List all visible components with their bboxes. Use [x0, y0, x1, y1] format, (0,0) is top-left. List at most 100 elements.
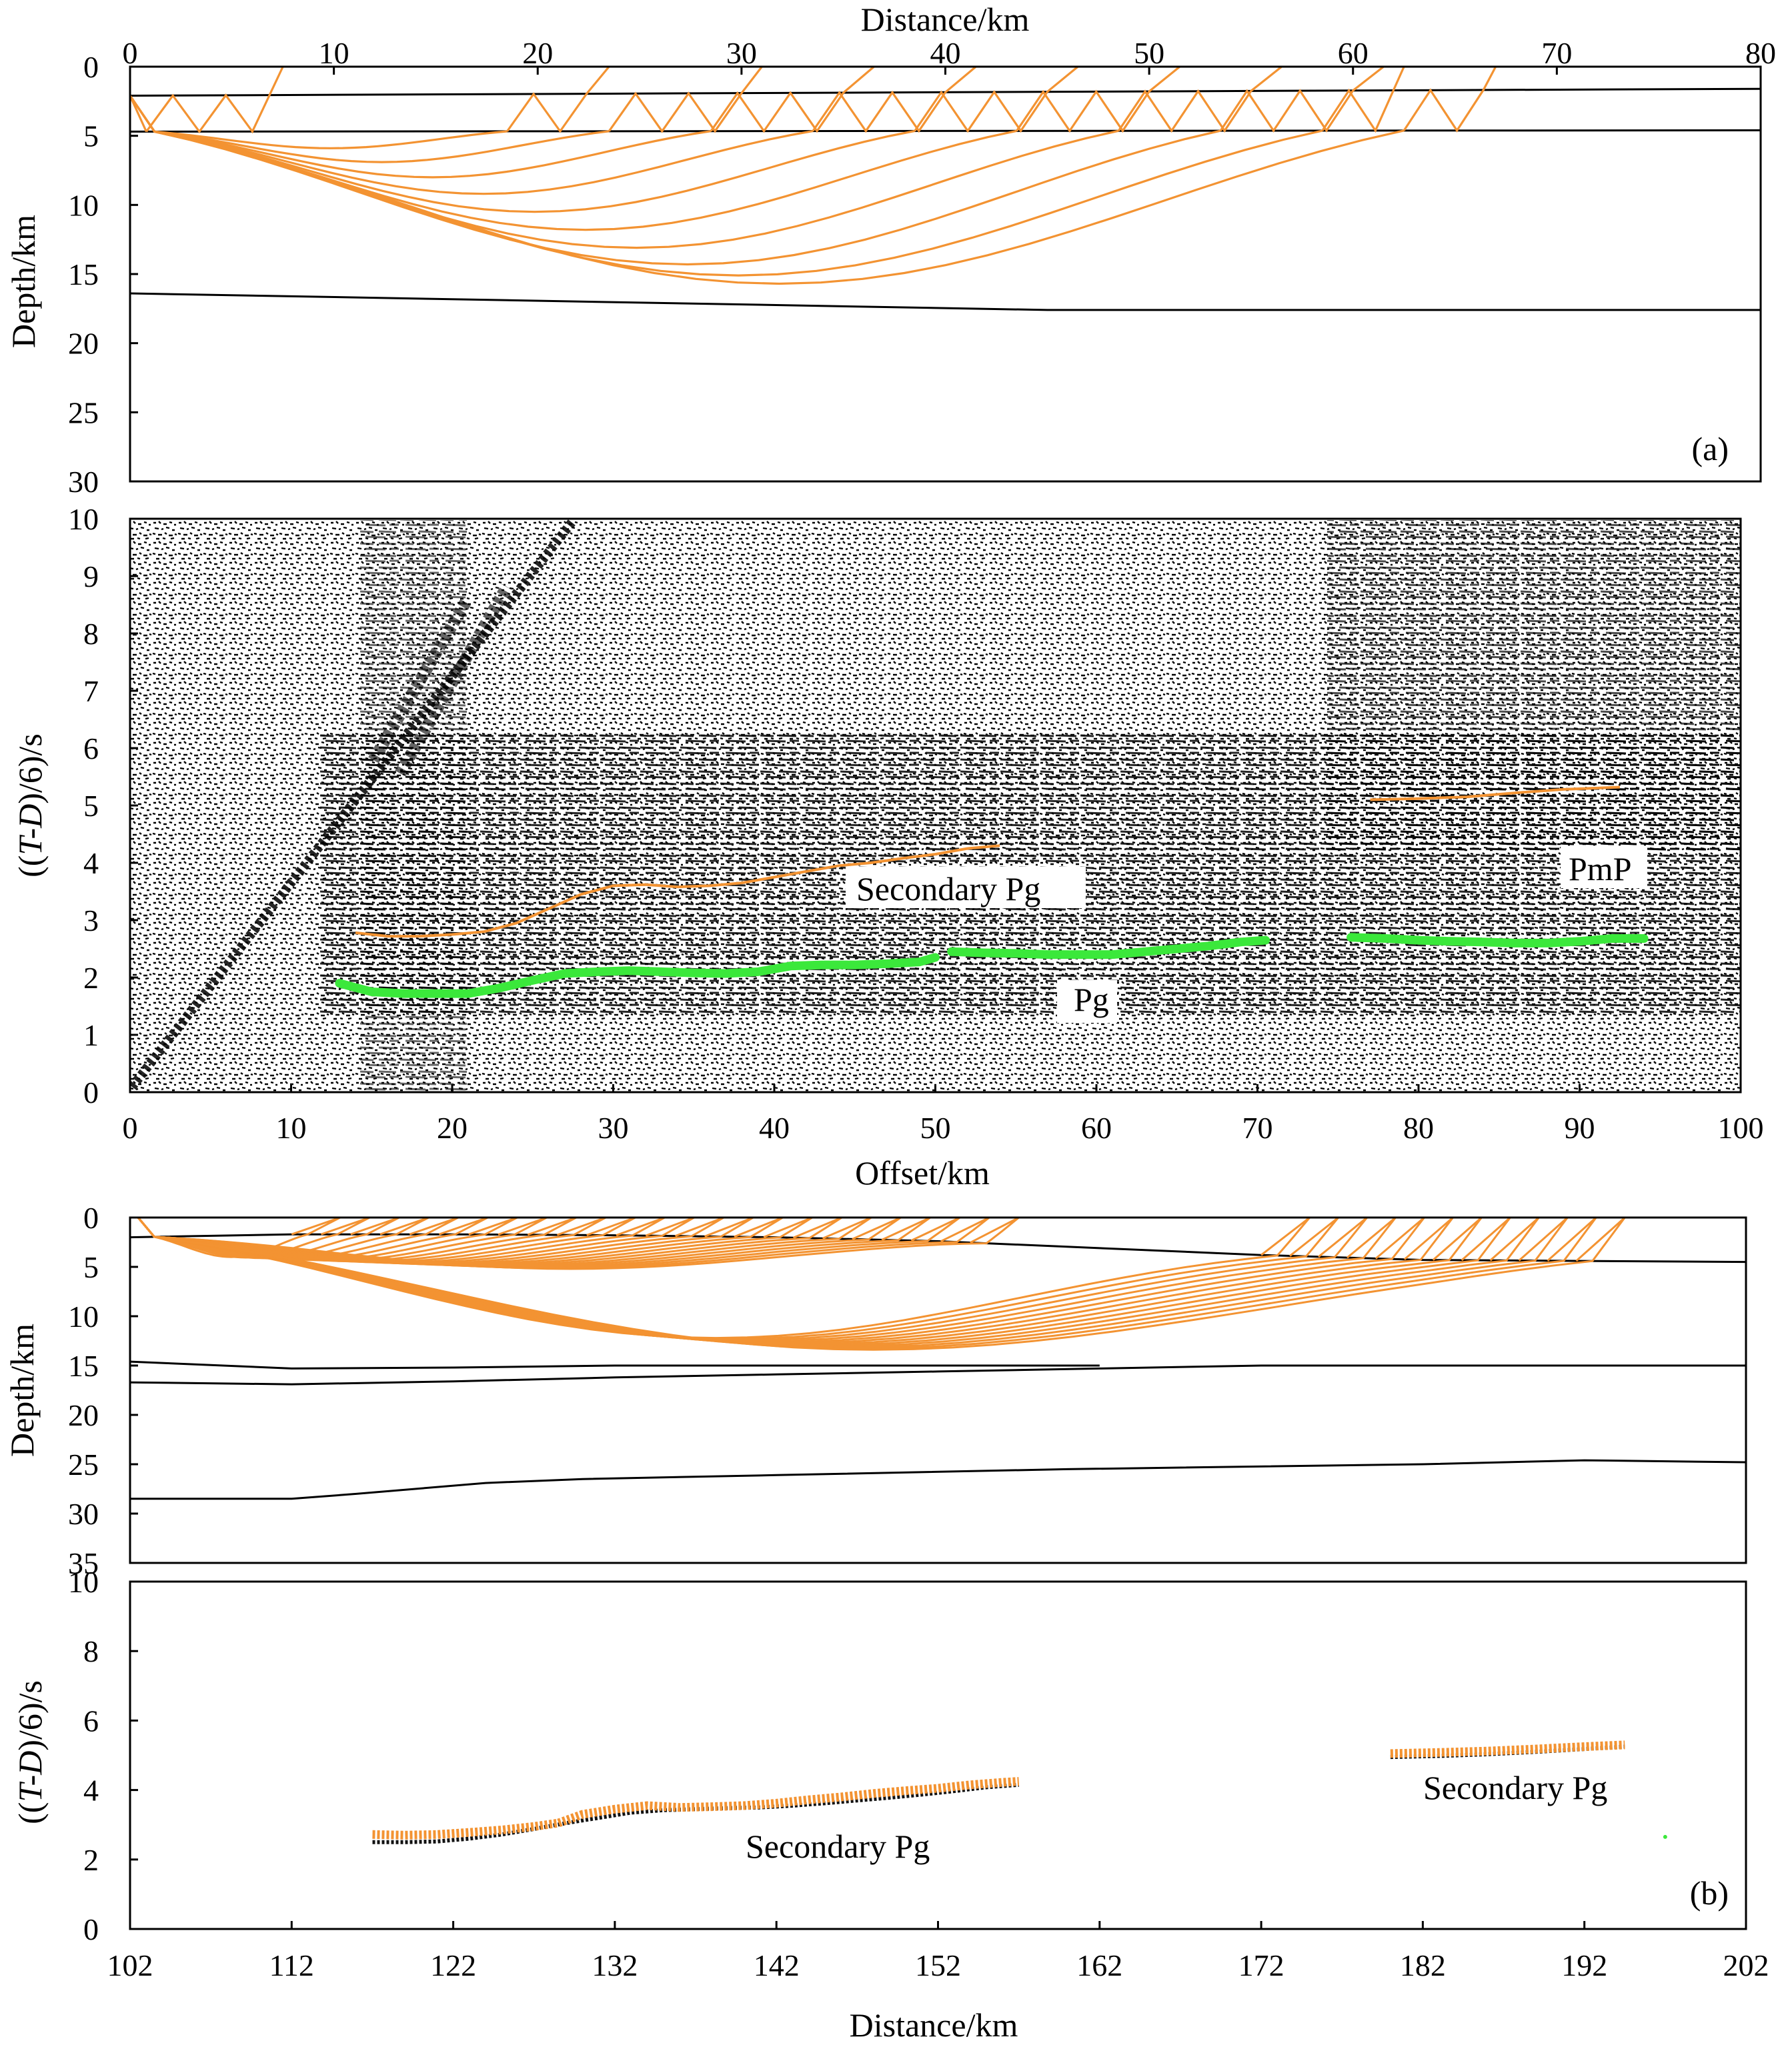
x-tick-label: 80: [1745, 36, 1776, 70]
layer-boundary: [129, 1360, 1100, 1370]
y-tick-label: 5: [83, 119, 99, 153]
x-tick-label: 40: [759, 1111, 790, 1145]
x-tick-label: 20: [522, 36, 553, 70]
multiple-ray: [1117, 65, 1282, 133]
b-time-x-axis-title: Distance/km: [850, 2006, 1018, 2044]
x-tick-label: 70: [1541, 36, 1572, 70]
b-model-y-ticks: 0 5 10 15 20 25 30 35: [68, 1201, 138, 1580]
y-tick-label: 0: [83, 1076, 99, 1110]
b-model-plot-frame: [129, 1216, 1747, 1564]
y-tick-label: 30: [68, 1497, 99, 1531]
x-tick-label: 70: [1242, 1111, 1273, 1145]
y-tick-label: 6: [83, 731, 99, 765]
x-tick-label: 20: [437, 1111, 468, 1145]
source-ray: [129, 95, 147, 133]
diving-ray: [129, 95, 1323, 277]
record-section-background: [130, 519, 1741, 1092]
x-tick-label: 162: [1076, 1948, 1122, 1982]
x-tick-label: 50: [920, 1111, 951, 1145]
x-tick-label: 142: [754, 1948, 800, 1982]
y-tick-label: 4: [83, 846, 99, 880]
layer-boundary: [129, 129, 1761, 133]
panel-b-ray-model: 0 5 10 15 20 25 30 35 Depth/km: [3, 1201, 1747, 1580]
record-plot-frame: [129, 517, 1742, 1094]
x-tick-label: 152: [915, 1948, 961, 1982]
panel-label-b: (b): [1690, 1874, 1729, 1912]
x-tick-label: 60: [1338, 36, 1369, 70]
pg-pick-line: [947, 935, 1270, 959]
multiple-ray: [506, 65, 610, 133]
diving-ray: [129, 95, 916, 213]
b-time-x-ticks: 102 112 122 132 142 152 162 172 182 192 202: [107, 1921, 1769, 1982]
diving-ray: [129, 95, 508, 149]
direct-wave-band: [130, 519, 578, 1090]
y-tick-label: 25: [68, 1448, 99, 1482]
y-tick-label: 1: [83, 1018, 99, 1052]
y-tick-label: 20: [68, 1398, 99, 1432]
x-tick-label: 182: [1400, 1948, 1446, 1982]
deep-ray: [137, 1216, 1483, 1346]
panel-a-record-section: 0 10 20 30 40 50 60 70 80 90 100 0 1 2 3 4 5 6 7 8 9 10 Offs…: [11, 502, 1764, 1192]
x-tick-label: 50: [1134, 36, 1164, 70]
observed-secondary-pg: [372, 1777, 1020, 1840]
top-x-axis-title: Distance/km: [861, 1, 1030, 38]
b-model-y-axis-title: Depth/km: [3, 1324, 41, 1457]
x-tick-label: 10: [276, 1111, 307, 1145]
x-tick-label: 80: [1403, 1111, 1434, 1145]
record-phase-picks: [335, 785, 1649, 998]
y-tick-label: 0: [83, 1912, 99, 1946]
y-tick-label: 0: [83, 1201, 99, 1235]
layer-boundary: [129, 1364, 1746, 1386]
x-tick-label: 102: [107, 1948, 153, 1982]
y-tick-label: 2: [83, 1843, 99, 1877]
panel-label-a: (a): [1692, 430, 1729, 467]
b-model-ray-paths: [137, 1216, 1626, 1351]
multiple-ray: [914, 65, 1079, 133]
x-tick-label: 202: [1723, 1948, 1769, 1982]
x-tick-label: 172: [1238, 1948, 1284, 1982]
x-tick-label: 100: [1718, 1111, 1764, 1145]
layer-boundary: [129, 292, 1761, 311]
multiple-ray: [710, 65, 875, 133]
pg-pick-line: [1347, 933, 1649, 947]
b-time-y-axis-title: ((T-D)/6)/s: [11, 1680, 49, 1824]
top-plot-frame: [129, 65, 1762, 483]
x-tick-label: 40: [930, 36, 961, 70]
top-y-axis-title: Depth/km: [5, 215, 42, 348]
x-tick-label: 0: [123, 36, 138, 70]
multiple-ray: [608, 66, 763, 133]
diving-ray: [129, 95, 610, 163]
y-tick-label: 15: [68, 257, 99, 291]
layer-boundary: [130, 1459, 1747, 1500]
multiple-ray: [1321, 66, 1405, 133]
deep-ray: [137, 1216, 1626, 1351]
y-tick-label: 0: [83, 50, 99, 84]
y-tick-label: 30: [68, 465, 99, 499]
multiple-ray: [1403, 66, 1497, 133]
diving-ray: [129, 95, 1405, 285]
diving-ray: [129, 95, 712, 179]
diving-ray: [129, 95, 814, 195]
x-tick-label: 192: [1561, 1948, 1607, 1982]
pmp-pick-line: [1370, 785, 1620, 801]
x-tick-label: 112: [269, 1948, 314, 1982]
top-x-ticks: 0 10 20 30 40 50 60 70 80: [123, 36, 1776, 75]
y-tick-label: 8: [83, 617, 99, 651]
observed-secondary-pg: [1390, 1740, 1625, 1758]
calculated-secondary-pg: [372, 1782, 1019, 1844]
x-tick-label: 30: [598, 1111, 629, 1145]
multiple-ray: [1016, 65, 1181, 133]
multiple-ray: [812, 65, 977, 133]
y-tick-label: 15: [68, 1349, 99, 1383]
y-tick-label: 5: [83, 789, 99, 823]
secondary-pg-pick-line: [355, 844, 1000, 938]
y-tick-label: 2: [83, 961, 99, 995]
multiple-ray: [145, 66, 284, 134]
x-tick-label: 0: [123, 1111, 138, 1145]
panel-b-travel-time: 102 112 122 132 142 152 162 172 182 192 202 0 2 4 6 8 1…: [11, 1565, 1769, 2044]
diving-ray: [129, 95, 1221, 266]
x-tick-label: 90: [1565, 1111, 1595, 1145]
y-tick-label: 5: [83, 1250, 99, 1284]
label-secondary-pg-a: Secondary Pg: [856, 870, 1040, 907]
